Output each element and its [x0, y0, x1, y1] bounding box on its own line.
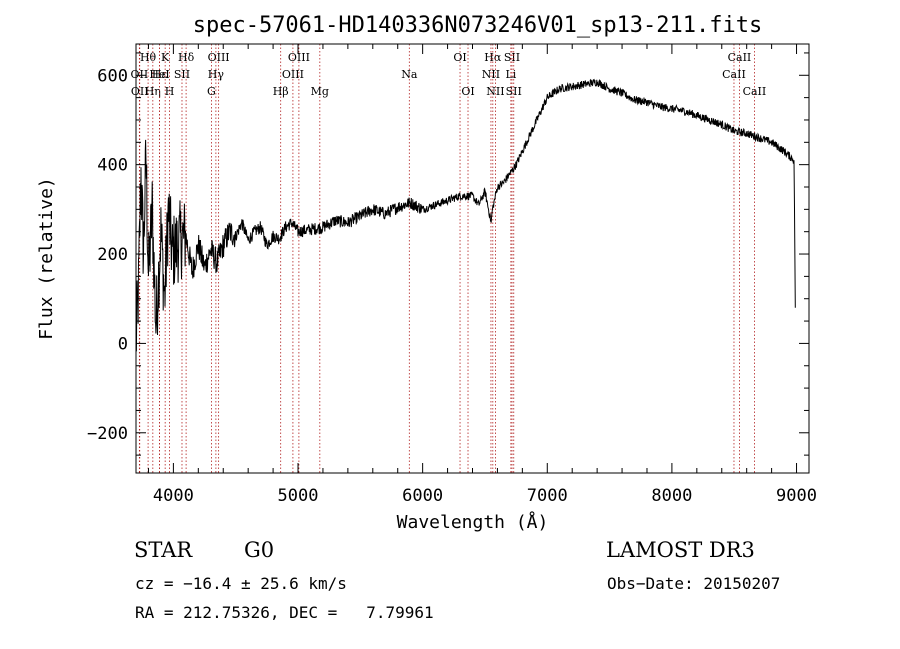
- line-marker-label: OII: [131, 68, 149, 81]
- x-tick-label: 7000: [527, 486, 568, 506]
- line-marker-label: OIII: [208, 51, 230, 64]
- line-marker-label: Hε: [152, 68, 168, 81]
- y-axis-label: Flux (relative): [36, 177, 57, 340]
- x-tick-label: 6000: [402, 486, 443, 506]
- x-tick-label: 4000: [153, 486, 194, 506]
- x-tick-label: 8000: [651, 486, 692, 506]
- x-tick-label: 9000: [776, 486, 817, 506]
- line-marker-label: Mg: [311, 85, 329, 98]
- line-marker-label: NII: [482, 68, 500, 81]
- y-tick-label: −200: [87, 424, 128, 444]
- line-marker-label: OI: [461, 85, 474, 98]
- redshift-text: cz = −16.4 ± 25.6 km/s: [135, 574, 347, 593]
- line-marker-label: SII: [506, 85, 522, 98]
- line-marker-label: Hβ: [273, 85, 289, 98]
- line-marker-label: HeI: [149, 68, 169, 81]
- obs-date-text: Obs−Date: 20150207: [607, 574, 781, 593]
- line-marker-label: Hδ: [178, 51, 195, 64]
- line-marker-label: OI: [453, 51, 466, 64]
- line-marker-label: CaII: [722, 68, 746, 81]
- class-label: STAR: [134, 538, 193, 562]
- spectrum-line: [135, 78, 796, 352]
- line-marker-label: CaII: [743, 85, 767, 98]
- y-tick-label: 200: [97, 245, 128, 265]
- line-marker-label: G: [207, 85, 216, 98]
- line-marker-label: Hγ: [208, 68, 225, 81]
- plot-frame: [135, 43, 810, 474]
- line-marker-label: H: [165, 85, 175, 98]
- line-marker-label: Na: [401, 68, 418, 81]
- x-axis-label: Wavelength (Å): [397, 511, 549, 533]
- line-marker-label: OIII: [282, 68, 304, 81]
- line-marker-label: SII: [504, 51, 520, 64]
- line-marker-label: Li: [505, 68, 516, 81]
- coordinates-text: RA = 212.75326, DEC = 7.79961: [135, 603, 434, 622]
- line-marker-label: CaII: [728, 51, 752, 64]
- line-marker-label: OII: [131, 85, 149, 98]
- chart-title: spec-57061-HD140336N073246V01_sp13-211.f…: [193, 13, 763, 38]
- y-tick-label: 0: [118, 334, 128, 354]
- line-marker-label: OIII: [288, 51, 310, 64]
- line-marker-label: Hη: [145, 85, 161, 98]
- survey-label: LAMOST DR3: [606, 538, 755, 562]
- x-tick-label: 5000: [278, 486, 319, 506]
- y-tick-label: 600: [97, 66, 128, 86]
- line-marker-label: K: [161, 51, 170, 64]
- line-marker-label: Hα: [484, 51, 502, 64]
- line-marker-label: SII: [174, 68, 190, 81]
- subclass-label: G0: [244, 538, 275, 562]
- y-tick-label: 400: [97, 156, 128, 176]
- line-marker-label: Hθ: [140, 51, 157, 64]
- line-marker-label: NII: [486, 85, 504, 98]
